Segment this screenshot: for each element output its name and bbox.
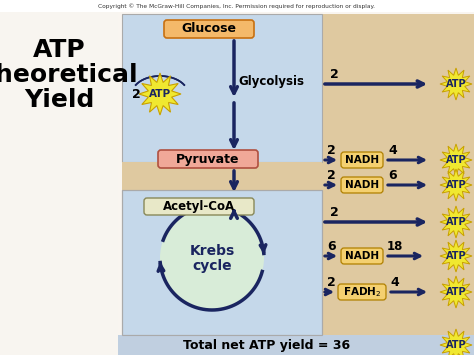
Polygon shape	[440, 144, 472, 176]
Polygon shape	[440, 276, 472, 308]
Text: 6: 6	[388, 169, 397, 182]
Text: 4: 4	[388, 144, 397, 157]
Text: ATP: ATP	[446, 340, 466, 350]
Text: 2: 2	[330, 68, 339, 81]
Text: ATP: ATP	[446, 251, 466, 261]
Bar	[122, 190, 322, 335]
Text: 2: 2	[327, 276, 336, 289]
Text: NADH: NADH	[345, 251, 379, 261]
Text: 2: 2	[327, 144, 336, 157]
Polygon shape	[139, 73, 181, 115]
Bar	[0, 335, 118, 355]
Text: Glycolysis: Glycolysis	[238, 76, 304, 88]
Text: Krebs: Krebs	[190, 244, 235, 258]
Text: 2: 2	[330, 206, 339, 219]
Text: Glucose: Glucose	[182, 22, 237, 36]
Text: ATP: ATP	[149, 89, 171, 99]
Text: 2: 2	[132, 87, 140, 100]
Text: NADH: NADH	[345, 155, 379, 165]
Bar	[122, 190, 322, 335]
Text: 18: 18	[387, 240, 403, 253]
Polygon shape	[440, 206, 472, 238]
Polygon shape	[440, 68, 472, 100]
Bar	[322, 14, 474, 335]
Polygon shape	[440, 240, 472, 272]
Text: 6: 6	[327, 240, 336, 253]
FancyBboxPatch shape	[338, 284, 386, 300]
Polygon shape	[440, 169, 472, 201]
Text: cycle: cycle	[192, 259, 232, 273]
Bar	[122, 162, 322, 230]
Text: 2: 2	[327, 169, 336, 182]
Text: 4: 4	[390, 276, 399, 289]
Bar	[0, 12, 118, 355]
FancyBboxPatch shape	[341, 152, 383, 168]
Text: ATP: ATP	[446, 217, 466, 227]
Text: FADH$_2$: FADH$_2$	[343, 285, 381, 299]
Text: Total net ATP yield = 36: Total net ATP yield = 36	[183, 339, 350, 351]
Text: ATP: ATP	[446, 79, 466, 89]
FancyBboxPatch shape	[144, 198, 254, 215]
Text: Pyruvate: Pyruvate	[176, 153, 240, 165]
FancyBboxPatch shape	[164, 20, 254, 38]
Text: ATP
Theoretical
Yield: ATP Theoretical Yield	[0, 38, 139, 112]
Bar	[0, 335, 474, 355]
Text: Copyright © The McGraw-Hill Companies, Inc. Permission required for reproduction: Copyright © The McGraw-Hill Companies, I…	[99, 3, 375, 9]
FancyBboxPatch shape	[158, 150, 258, 168]
Polygon shape	[440, 329, 472, 355]
FancyBboxPatch shape	[341, 177, 383, 193]
Text: ATP: ATP	[446, 287, 466, 297]
Text: NADH: NADH	[345, 180, 379, 190]
Text: Acetyl-CoA: Acetyl-CoA	[163, 200, 235, 213]
Circle shape	[160, 206, 264, 310]
FancyBboxPatch shape	[341, 248, 383, 264]
Bar	[122, 14, 322, 162]
Bar	[0, 0, 474, 12]
Text: ATP: ATP	[446, 180, 466, 190]
Text: ATP: ATP	[446, 155, 466, 165]
